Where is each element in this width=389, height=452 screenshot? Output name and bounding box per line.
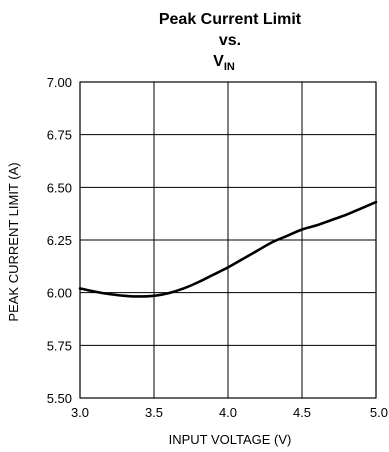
y-tick-label: 6.75 bbox=[47, 128, 72, 143]
y-tick-label: 6.50 bbox=[47, 180, 72, 195]
y-tick-label: 6.25 bbox=[47, 233, 72, 248]
x-tick-labels: 3.0 3.5 4.0 4.5 5.0 bbox=[71, 405, 388, 420]
y-tick-label: 5.50 bbox=[47, 391, 72, 406]
x-tick-label: 4.0 bbox=[219, 405, 237, 420]
chart-title-sub: IN bbox=[224, 61, 235, 73]
x-tick-label: 5.0 bbox=[370, 405, 388, 420]
y-tick-label: 5.75 bbox=[47, 338, 72, 353]
x-tick-label: 3.5 bbox=[145, 405, 163, 420]
y-tick-label: 6.00 bbox=[47, 286, 72, 301]
chart-title-line2: vs. bbox=[219, 32, 241, 49]
grid-lines bbox=[79, 81, 377, 399]
x-tick-label: 3.0 bbox=[71, 405, 89, 420]
chart-title-line1: Peak Current Limit bbox=[159, 11, 302, 28]
plot-border bbox=[79, 81, 377, 399]
chart-title-line3: VIN bbox=[213, 53, 235, 73]
series-line bbox=[78, 200, 378, 298]
y-axis-label: PEAK CURRENT LIMIT (A) bbox=[6, 162, 21, 321]
x-axis-label: INPUT VOLTAGE (V) bbox=[169, 432, 292, 447]
y-tick-labels: 7.00 6.75 6.50 6.25 6.00 5.75 5.50 bbox=[47, 75, 72, 406]
y-tick-label: 7.00 bbox=[47, 75, 72, 90]
x-tick-label: 4.5 bbox=[293, 405, 311, 420]
chart-title-v: V bbox=[213, 53, 224, 70]
